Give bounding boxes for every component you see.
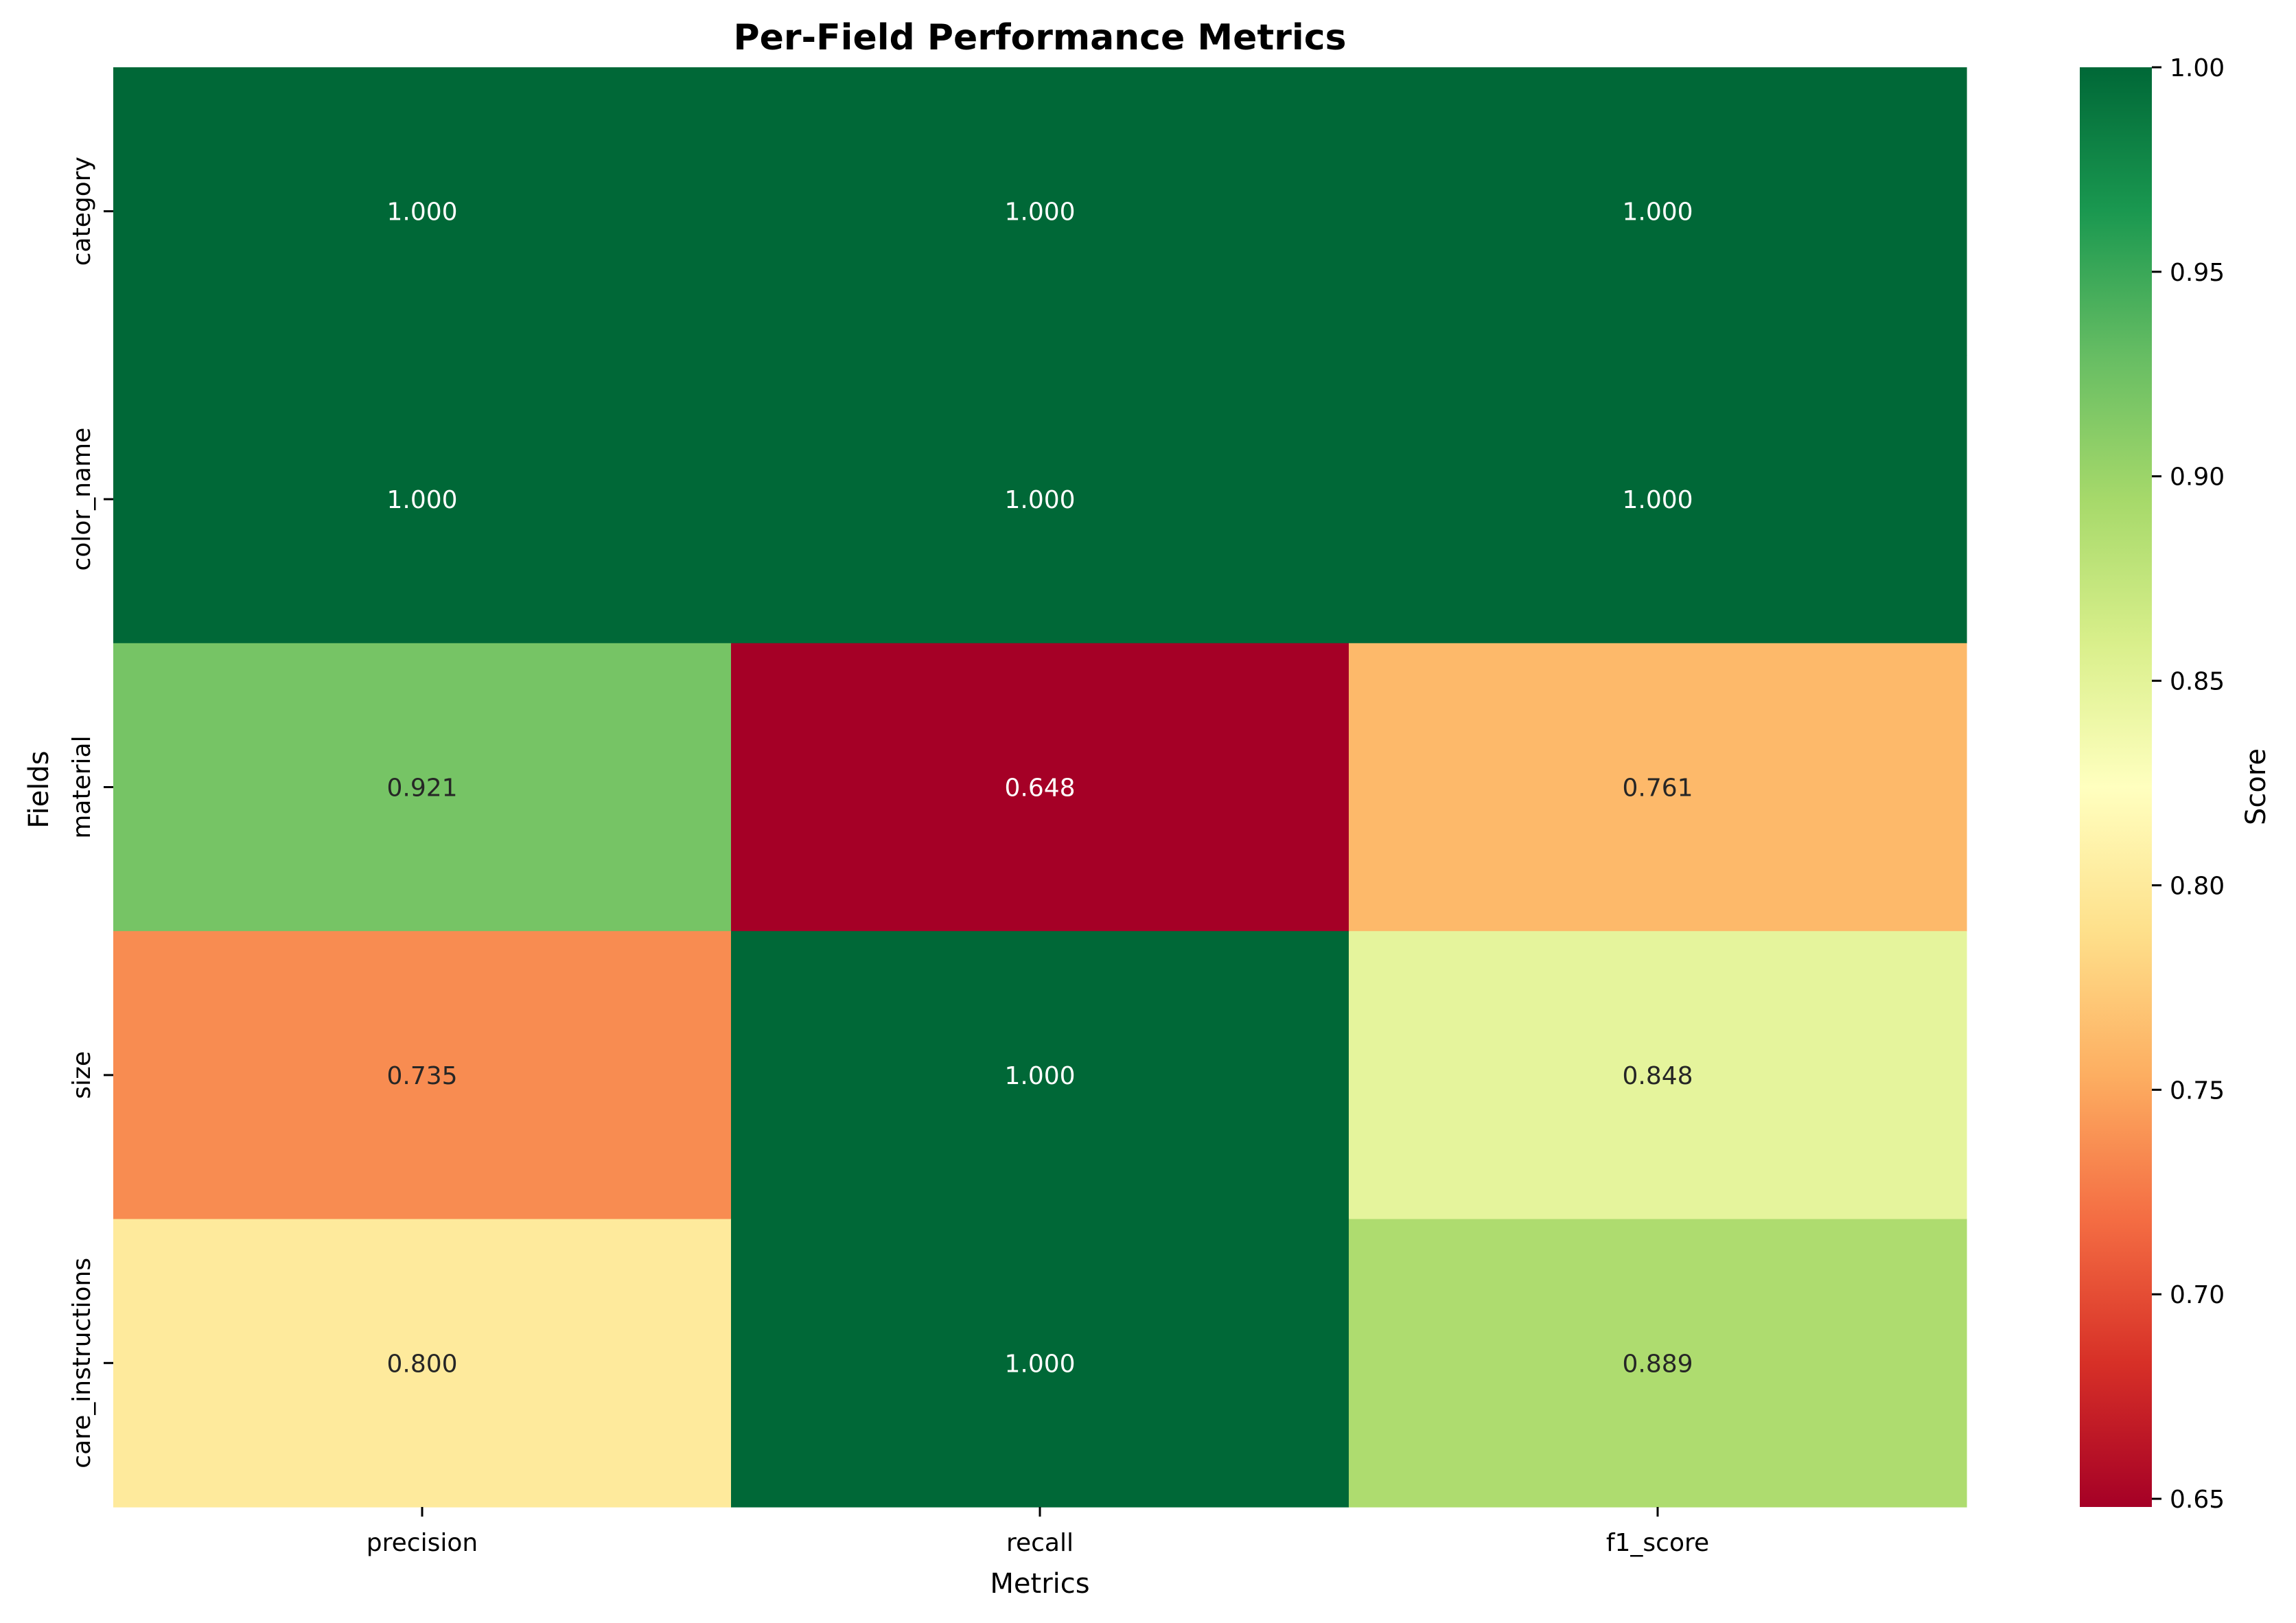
cell-value-label: 1.000 [1004, 198, 1075, 227]
cell-value-label: 0.800 [386, 1350, 457, 1378]
y-tick-label: size [68, 1051, 96, 1099]
cell-value-label: 0.761 [1622, 774, 1693, 803]
cell-value-label: 1.000 [1004, 1062, 1075, 1090]
colorbar-gradient [2080, 67, 2152, 1507]
heatmap-cell-color_name-f1_score [1349, 355, 1967, 644]
x-axis-label: Metrics [990, 1568, 1089, 1600]
heatmap-cells: 1.000 1.000 1.000 1.000 1.000 1.000 0.921 0.648… [113, 67, 1967, 1508]
colorbar-tick-label: 0.80 [2170, 872, 2225, 900]
heatmap-cell-size-f1_score [1349, 931, 1967, 1220]
heatmap-cell-color_name-recall [731, 355, 1349, 644]
colorbar-tick-label: 1.00 [2170, 54, 2225, 82]
cell-value-label: 0.921 [386, 774, 457, 803]
colorbar: 0.65 0.70 0.75 0.80 0.85 0.90 0.95 1.00 Score [2080, 54, 2272, 1514]
colorbar-tick-label: 0.65 [2170, 1486, 2225, 1514]
heatmap-cell-care_instructions-recall [731, 1219, 1349, 1508]
heatmap-cell-care_instructions-precision [113, 1219, 732, 1508]
cell-value-label: 0.648 [1004, 774, 1075, 803]
heatmap-cell-material-precision [113, 643, 732, 932]
colorbar-label: Score [2240, 748, 2272, 825]
heatmap-cell-care_instructions-f1_score [1349, 1219, 1967, 1508]
chart-title: Per-Field Performance Metrics [734, 17, 1347, 58]
heatmap-cell-size-precision [113, 931, 732, 1220]
x-tick-label: precision [367, 1529, 478, 1557]
colorbar-tick-label: 0.75 [2170, 1077, 2225, 1105]
y-tick-label: category [68, 157, 96, 266]
colorbar-ticks: 0.65 0.70 0.75 0.80 0.85 0.90 0.95 1.00 [2152, 54, 2225, 1514]
heatmap-cell-category-recall [731, 67, 1349, 356]
y-axis: category color_name material size care_instr… [68, 157, 113, 1469]
heatmap-cell-category-f1_score [1349, 67, 1967, 356]
colorbar-tick-label: 0.95 [2170, 259, 2225, 287]
colorbar-tick-label: 0.90 [2170, 463, 2225, 492]
y-tick-label: care_instructions [68, 1258, 96, 1469]
x-tick-label: recall [1006, 1529, 1074, 1557]
cell-value-label: 1.000 [1004, 1350, 1075, 1378]
cell-value-label: 1.000 [1622, 198, 1693, 227]
heatmap-cell-category-precision [113, 67, 732, 356]
heatmap-cell-material-f1_score [1349, 643, 1967, 932]
cell-value-label: 1.000 [386, 486, 457, 514]
y-tick-label: color_name [68, 428, 96, 571]
cell-value-label: 0.848 [1622, 1062, 1693, 1090]
heatmap-cell-color_name-precision [113, 355, 732, 644]
cell-value-label: 1.000 [1622, 486, 1693, 514]
x-tick-label: f1_score [1606, 1529, 1709, 1557]
x-axis: precision recall f1_score [367, 1507, 1709, 1557]
heatmap-cell-size-recall [731, 931, 1349, 1220]
y-tick-label: material [68, 735, 96, 838]
cell-value-label: 1.000 [386, 198, 457, 227]
colorbar-tick-label: 0.85 [2170, 668, 2225, 696]
cell-value-label: 0.735 [386, 1062, 457, 1090]
colorbar-tick-label: 0.70 [2170, 1281, 2225, 1309]
cell-value-label: 0.889 [1622, 1350, 1693, 1378]
y-axis-label: Fields [23, 750, 55, 828]
heatmap-cell-material-recall [731, 643, 1349, 932]
cell-value-label: 1.000 [1004, 486, 1075, 514]
